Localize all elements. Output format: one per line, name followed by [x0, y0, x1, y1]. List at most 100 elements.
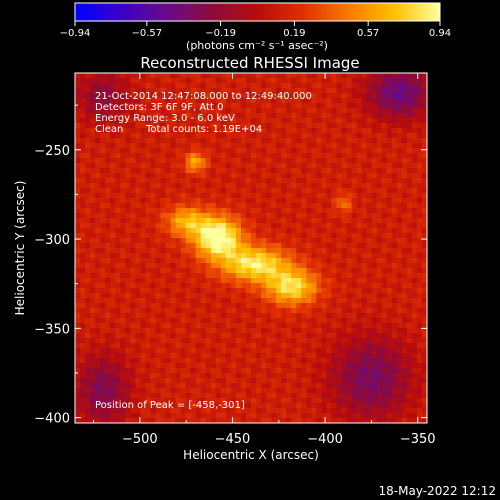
heatmap-cell — [140, 343, 146, 349]
heatmap-cell — [416, 158, 423, 164]
heatmap-cell — [351, 348, 358, 354]
heatmap-cell — [185, 203, 192, 209]
heatmap-cell — [85, 243, 91, 249]
heatmap-cell — [140, 213, 146, 219]
heatmap-cell — [105, 293, 111, 299]
heatmap-cell — [296, 98, 302, 104]
heatmap-cell — [316, 213, 322, 219]
heatmap-cell — [251, 313, 257, 319]
heatmap-cell — [150, 93, 157, 99]
heatmap-cell — [105, 343, 111, 349]
heatmap-cell — [316, 318, 322, 324]
heatmap-cell — [386, 163, 393, 169]
heatmap-cell — [366, 353, 373, 359]
heatmap-cell — [271, 203, 277, 209]
heatmap-cell — [256, 73, 262, 79]
heatmap-cell — [336, 248, 343, 254]
heatmap-cell — [336, 113, 343, 119]
heatmap-cell — [230, 93, 237, 99]
heatmap-cell — [256, 153, 262, 159]
heatmap-cell — [190, 133, 197, 139]
heatmap-cell — [80, 113, 86, 119]
heatmap-cell — [416, 268, 423, 274]
heatmap-cell — [306, 388, 312, 394]
heatmap-cell — [361, 243, 368, 249]
heatmap-cell — [396, 368, 403, 374]
heatmap-cell — [75, 78, 81, 84]
heatmap-cell — [356, 183, 363, 189]
heatmap-cell — [75, 153, 81, 159]
heatmap-cell — [311, 203, 317, 209]
heatmap-cell — [190, 418, 197, 423]
heatmap-cell — [361, 268, 368, 274]
heatmap-cell — [301, 268, 307, 274]
heatmap-cell — [356, 308, 363, 314]
heatmap-cell — [376, 288, 383, 294]
heatmap-cell — [140, 148, 146, 154]
heatmap-cell — [286, 293, 292, 299]
heatmap-cell — [331, 123, 338, 129]
heatmap-cell — [401, 113, 408, 119]
heatmap-cell — [401, 403, 408, 409]
heatmap-cell — [110, 283, 116, 289]
heatmap-cell — [291, 148, 297, 154]
heatmap-cell — [331, 313, 338, 319]
heatmap-cell — [150, 383, 157, 389]
heatmap-cell — [361, 73, 368, 79]
heatmap-cell — [175, 403, 182, 409]
heatmap-cell — [100, 328, 106, 334]
heatmap-cell — [170, 283, 177, 289]
heatmap-cell — [376, 338, 383, 344]
heatmap-cell — [215, 378, 222, 384]
heatmap-cell — [366, 393, 373, 399]
heatmap-cell — [296, 108, 302, 114]
heatmap-cell — [326, 318, 333, 324]
heatmap-cell — [190, 323, 197, 329]
heatmap-cell — [306, 168, 312, 174]
heatmap-cell — [286, 133, 292, 139]
heatmap-cell — [195, 123, 202, 129]
heatmap-cell — [140, 253, 146, 259]
heatmap-cell — [411, 248, 418, 254]
heatmap-cell — [291, 303, 297, 309]
heatmap-cell — [291, 268, 297, 274]
heatmap-cell — [341, 263, 348, 269]
heatmap-cell — [281, 143, 287, 149]
heatmap-cell — [120, 243, 126, 249]
heatmap-cell — [346, 418, 353, 423]
heatmap-cell — [90, 258, 96, 264]
heatmap-cell — [291, 113, 297, 119]
heatmap-cell — [175, 78, 182, 84]
heatmap-cell — [366, 258, 373, 264]
heatmap-cell — [165, 208, 172, 214]
heatmap-cell — [391, 293, 398, 299]
heatmap-cell — [185, 403, 192, 409]
heatmap-cell — [281, 193, 287, 199]
heatmap-cell — [240, 228, 247, 234]
heatmap-cell — [326, 128, 333, 134]
heatmap-cell — [130, 108, 136, 114]
heatmap-cell — [281, 128, 287, 134]
heatmap-cell — [135, 98, 141, 104]
heatmap-cell — [356, 168, 363, 174]
heatmap-cell — [306, 153, 312, 159]
heatmap-cell — [311, 398, 317, 404]
heatmap-cell — [336, 163, 343, 169]
heatmap-cell — [406, 198, 413, 204]
heatmap-cell — [421, 198, 427, 204]
heatmap-cell — [95, 408, 101, 414]
heatmap-cell — [240, 173, 247, 179]
heatmap-cell — [75, 343, 81, 349]
heatmap-cell — [311, 118, 317, 124]
heatmap-cell — [170, 293, 177, 299]
heatmap-cell — [346, 353, 353, 359]
heatmap-cell — [95, 118, 101, 124]
heatmap-cell — [336, 283, 343, 289]
heatmap-cell — [160, 273, 167, 279]
heatmap-cell — [160, 278, 167, 284]
heatmap-cell — [266, 118, 272, 124]
heatmap-cell — [371, 93, 378, 99]
heatmap-cell — [371, 383, 378, 389]
heatmap-cell — [195, 163, 202, 169]
heatmap-cell — [85, 398, 91, 404]
